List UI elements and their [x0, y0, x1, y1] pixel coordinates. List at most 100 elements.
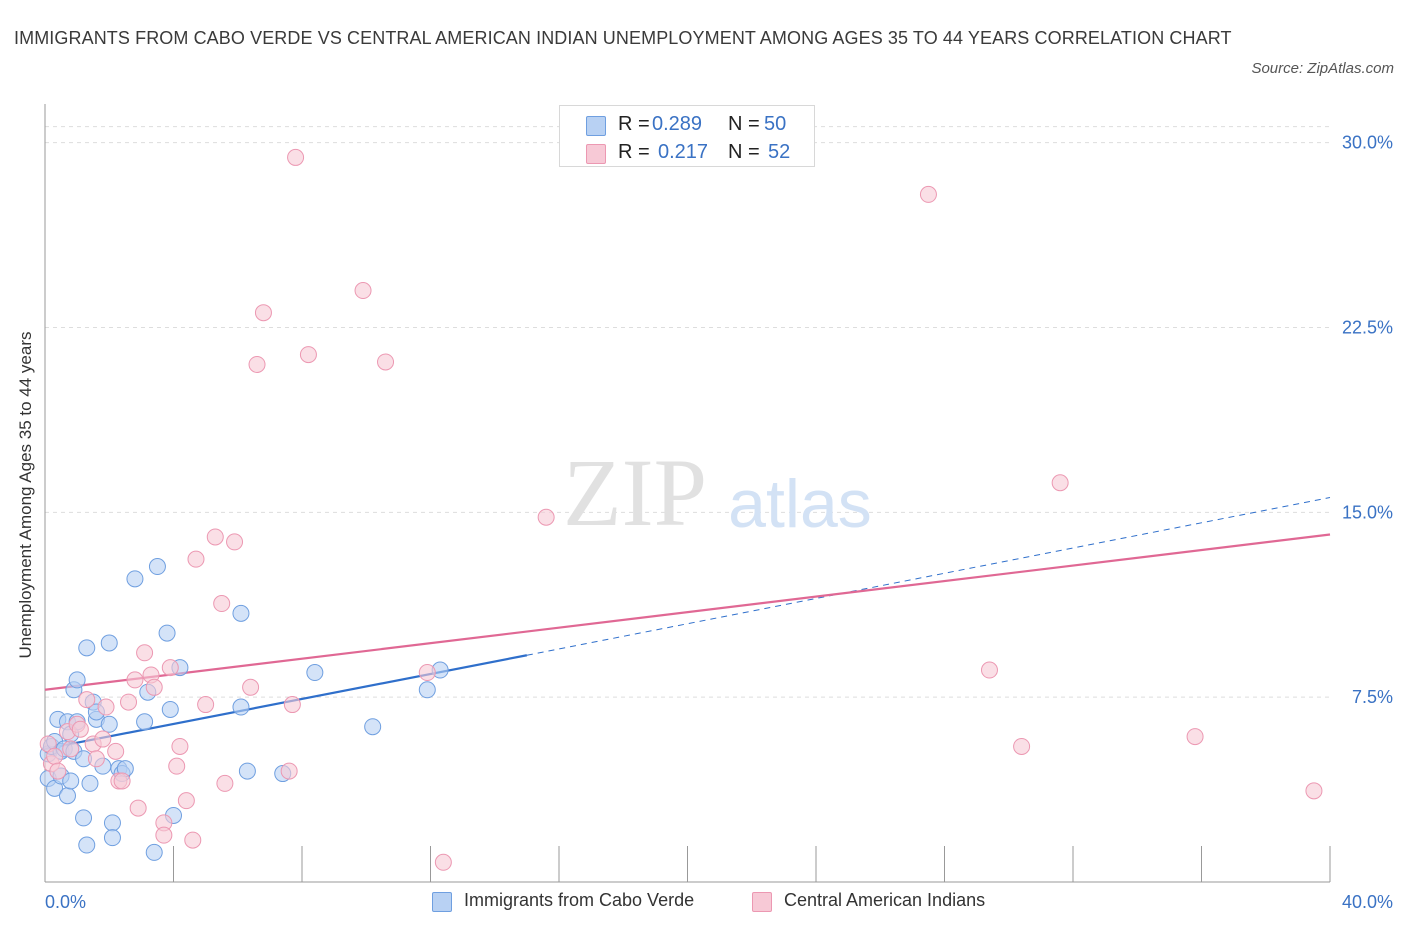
data-point — [364, 718, 382, 736]
data-point — [537, 508, 555, 526]
data-point — [126, 671, 144, 689]
data-point — [232, 698, 250, 716]
bottom-legend-label: Immigrants from Cabo Verde — [464, 890, 695, 910]
data-point — [299, 346, 317, 364]
legend-r-value: 0.217 — [658, 141, 709, 163]
data-point — [155, 826, 173, 844]
data-point — [280, 762, 298, 780]
data-point — [103, 829, 121, 847]
data-point — [62, 740, 80, 758]
data-point — [1013, 737, 1031, 755]
bottom-legend-label: Central American Indians — [784, 890, 986, 910]
legend-n-value: 50 — [764, 113, 787, 135]
bottom-legend-swatch-pink — [752, 892, 772, 912]
x-tick-label: 0.0% — [45, 892, 86, 912]
data-point — [1305, 782, 1323, 800]
data-point — [103, 814, 121, 832]
legend-n-label: N = — [728, 113, 760, 135]
data-point — [145, 678, 163, 696]
legend-swatch-pink — [586, 144, 606, 164]
data-point — [158, 624, 176, 642]
y-axis-label: Unemployment Among Ages 35 to 44 years — [16, 331, 35, 659]
data-point — [184, 831, 202, 849]
data-point — [248, 355, 266, 373]
trend-line-dashed — [526, 497, 1331, 656]
data-point — [232, 604, 250, 622]
data-point — [78, 836, 96, 854]
data-point — [919, 185, 937, 203]
data-point — [187, 550, 205, 568]
data-point — [136, 713, 154, 731]
data-point — [418, 681, 436, 699]
watermark-zip: ZIP — [563, 439, 707, 546]
data-point — [97, 698, 115, 716]
data-point — [418, 664, 436, 682]
legend-n-label: N = — [728, 141, 760, 163]
trend-line — [44, 533, 1331, 691]
data-point — [206, 528, 224, 546]
data-point — [113, 772, 131, 790]
data-point — [1051, 474, 1069, 492]
x-tick-label: 40.0% — [1342, 892, 1393, 912]
data-point — [68, 671, 86, 689]
data-point — [177, 792, 195, 810]
data-points — [39, 148, 1323, 871]
legend-swatch-blue — [586, 116, 606, 136]
data-point — [254, 304, 272, 322]
data-point — [136, 644, 154, 662]
y-tick-label: 7.5% — [1352, 687, 1393, 707]
legend-r-value: 0.289 — [652, 113, 703, 135]
data-point — [107, 742, 125, 760]
data-point — [100, 634, 118, 652]
data-point — [434, 853, 452, 871]
data-point — [168, 757, 186, 775]
data-point — [71, 720, 89, 738]
data-point — [1186, 728, 1204, 746]
data-point — [283, 696, 301, 714]
data-point — [242, 678, 260, 696]
legend-n-value: 52 — [768, 141, 791, 163]
data-point — [100, 715, 118, 733]
data-point — [980, 661, 998, 679]
data-point — [46, 747, 64, 765]
data-point — [197, 696, 215, 714]
data-point — [354, 282, 372, 300]
data-point — [216, 774, 234, 792]
data-point — [129, 799, 147, 817]
data-point — [75, 809, 93, 827]
y-tick-label: 22.5% — [1342, 317, 1393, 337]
source-label: Source: ZipAtlas.com — [1251, 60, 1394, 77]
data-point — [62, 772, 80, 790]
data-point — [238, 762, 256, 780]
data-point — [87, 750, 105, 768]
data-point — [287, 148, 305, 166]
data-point — [49, 762, 67, 780]
data-point — [145, 843, 163, 861]
tick-labels: 7.5% 15.0% 22.5% 30.0% 0.0% 40.0% — [45, 133, 1393, 912]
legend-r-label: R = — [618, 113, 650, 135]
data-point — [94, 730, 112, 748]
correlation-legend: R = 0.289 N = 50 R = 0.217 N = 52 — [559, 105, 815, 167]
chart-title: IMMIGRANTS FROM CABO VERDE VS CENTRAL AM… — [14, 28, 1232, 48]
data-point — [120, 693, 138, 711]
bottom-legend-swatch-blue — [432, 892, 452, 912]
watermark-atlas: atlas — [728, 466, 872, 542]
data-point — [226, 533, 244, 551]
legend-r-label: R = — [618, 141, 650, 163]
data-point — [126, 570, 144, 588]
data-point — [377, 353, 395, 371]
watermark: ZIP atlas — [563, 439, 872, 546]
data-point — [78, 691, 96, 709]
data-point — [78, 639, 96, 657]
data-point — [161, 659, 179, 677]
y-tick-label: 30.0% — [1342, 133, 1393, 153]
data-point — [161, 700, 179, 718]
y-tick-label: 15.0% — [1342, 502, 1393, 522]
data-point — [171, 737, 189, 755]
data-point — [213, 595, 231, 613]
data-point — [58, 787, 76, 805]
data-point — [148, 558, 166, 576]
data-point — [81, 774, 99, 792]
data-point — [306, 664, 324, 682]
